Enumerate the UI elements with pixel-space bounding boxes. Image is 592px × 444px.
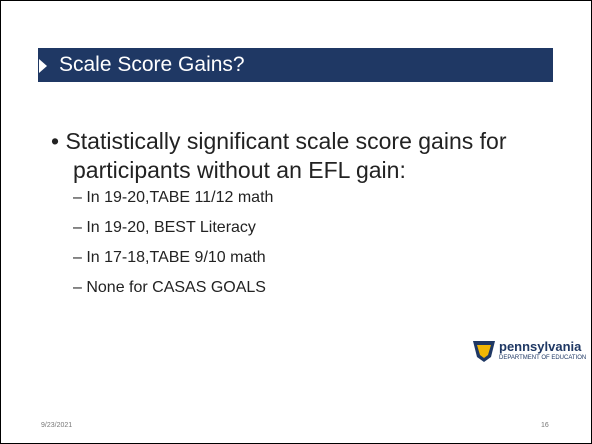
bullet: • Statistically significant scale score … — [51, 128, 507, 183]
bullet-text: Statistically significant scale score ga… — [65, 128, 507, 183]
slide-title: Scale Score Gains? — [59, 53, 245, 76]
title-arrow — [39, 59, 47, 73]
sub-bullet: – In 19-20, BEST Literacy — [73, 219, 256, 236]
logo-department: DEPARTMENT OF EDUCATION — [499, 355, 587, 361]
page-number: 16 — [541, 422, 549, 429]
logo-name: pennsylvania — [499, 339, 582, 354]
sub-bullet: – None for CASAS GOALS — [73, 279, 266, 296]
title-bar — [38, 48, 553, 82]
sub-bullet: – In 17-18,TABE 9/10 math — [73, 249, 266, 266]
sub-bullet: – In 19-20,TABE 11/12 math — [73, 189, 274, 206]
logo-icon — [473, 341, 495, 362]
date: 9/23/2021 — [41, 422, 73, 429]
